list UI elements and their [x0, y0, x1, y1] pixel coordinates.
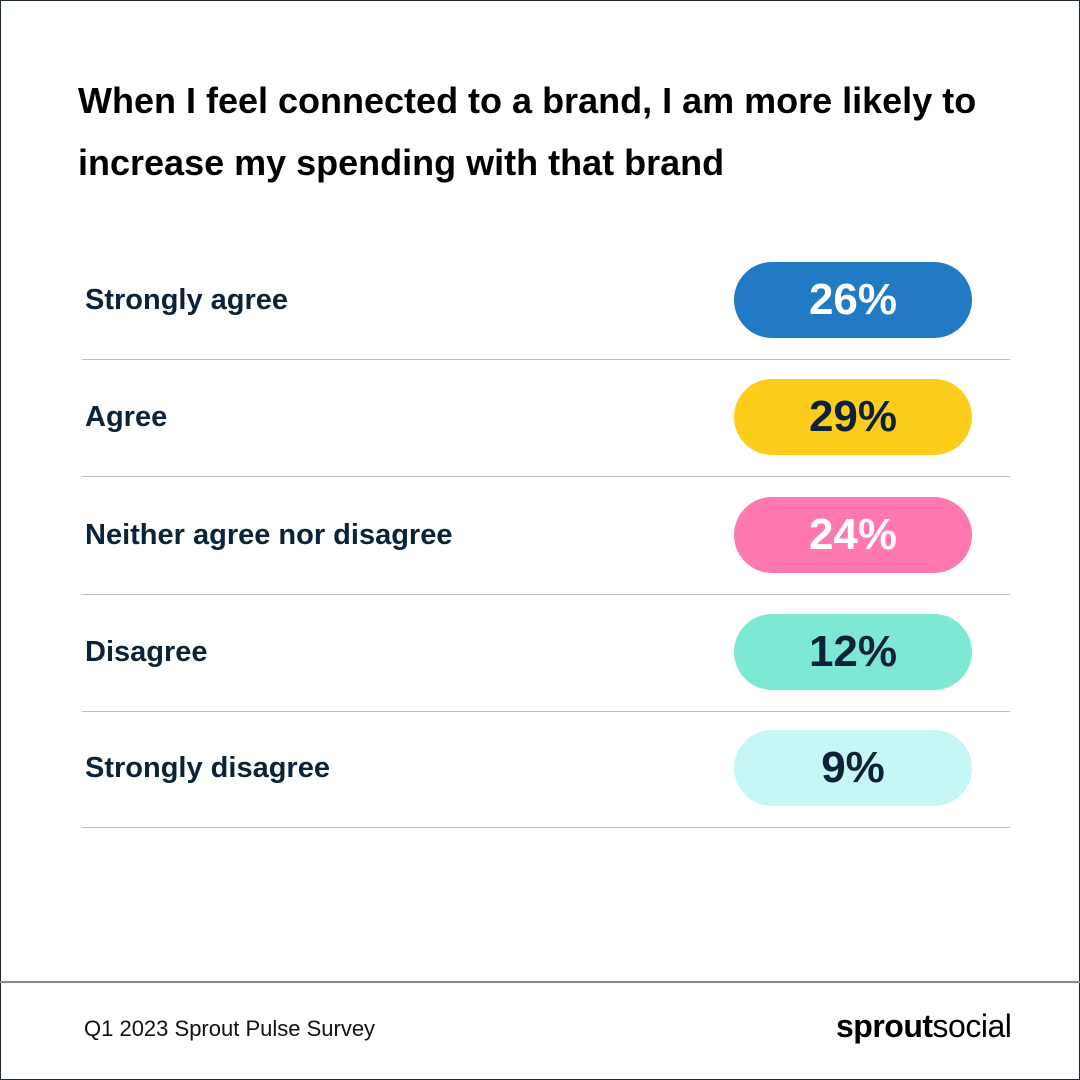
response-row: Strongly disagree 9%	[82, 710, 1010, 828]
response-label: Strongly disagree	[85, 752, 330, 784]
response-row: Neither agree nor disagree 24%	[82, 477, 1010, 595]
response-label: Strongly agree	[85, 284, 289, 316]
percentage-pill: 24%	[734, 497, 972, 573]
response-row: Disagree 12%	[82, 594, 1010, 712]
percentage-pill: 29%	[734, 379, 972, 455]
response-label: Neither agree nor disagree	[85, 519, 453, 551]
percentage-pill: 12%	[734, 614, 972, 690]
percentage-pill: 26%	[734, 262, 972, 338]
sprout-social-logo: sproutsocial	[836, 1008, 1012, 1044]
footer-divider	[0, 981, 1080, 983]
percentage-pill: 9%	[734, 730, 972, 806]
response-label: Agree	[85, 401, 168, 433]
response-row: Agree 29%	[82, 359, 1010, 477]
response-row: Strongly agree 26%	[82, 242, 1010, 360]
chart-title: When I feel connected to a brand, I am m…	[78, 80, 977, 183]
source-note: Q1 2023 Sprout Pulse Survey	[84, 1016, 376, 1041]
response-label: Disagree	[85, 636, 208, 668]
